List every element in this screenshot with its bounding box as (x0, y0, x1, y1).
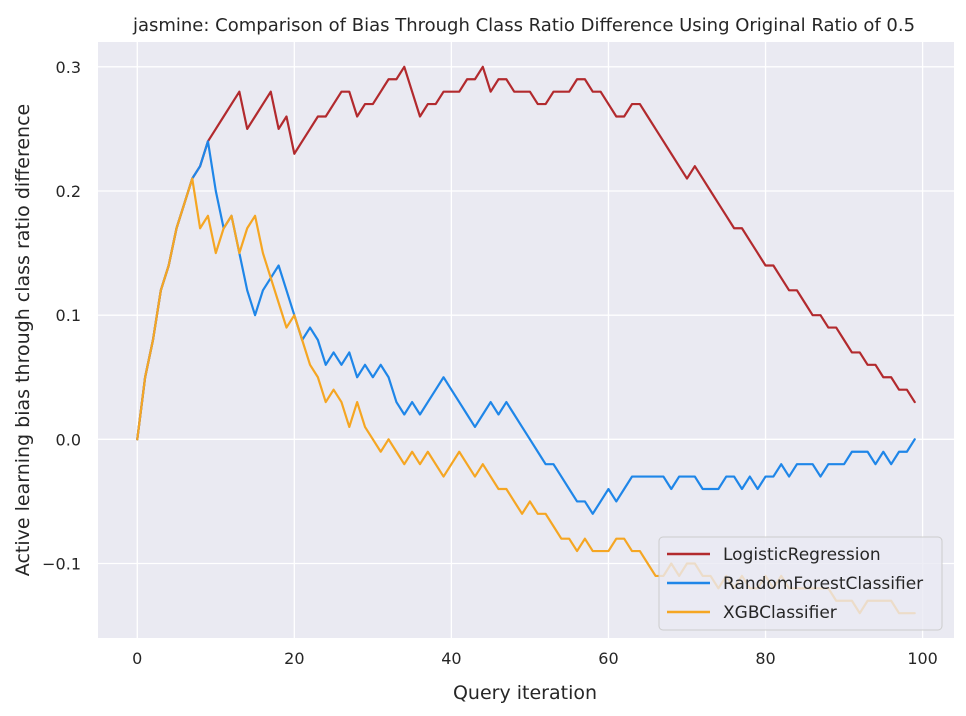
series-line-logisticregression (136, 65, 916, 441)
y-tick-label: 0.3 (56, 58, 81, 77)
y-axis-title: Active learning bias through class ratio… (12, 104, 34, 576)
series-line-randomforestclassifier (136, 140, 916, 515)
legend-box (658, 536, 943, 631)
legend-label-randomforestclassifier: RandomForestClassifier (723, 574, 923, 594)
y-tick-label: 0.1 (56, 306, 81, 325)
legend-label-xgbclassifier: XGBClassifier (723, 603, 837, 623)
legend-label-logisticregression: LogisticRegression (723, 545, 881, 565)
x-tick-label: 100 (907, 649, 938, 668)
legend: LogisticRegression RandomForestClassifier… (658, 536, 943, 631)
x-tick-label: 60 (598, 649, 618, 668)
y-tick-label: 0.0 (56, 430, 81, 449)
chart-title: jasmine: Comparison of Bias Through Clas… (132, 15, 915, 36)
x-axis-title: Query iteration (453, 682, 597, 704)
y-tick-label: 0.2 (56, 182, 81, 201)
x-tick-label: 40 (441, 649, 461, 668)
y-tick-label: −0.1 (42, 555, 81, 574)
x-tick-label: 80 (755, 649, 775, 668)
x-tick-label: 20 (284, 649, 304, 668)
x-tick-label: 0 (132, 649, 142, 668)
tick-labels: 0 20 40 60 80 100 −0.1 0.0 0.1 0.2 0.3 (42, 58, 938, 668)
